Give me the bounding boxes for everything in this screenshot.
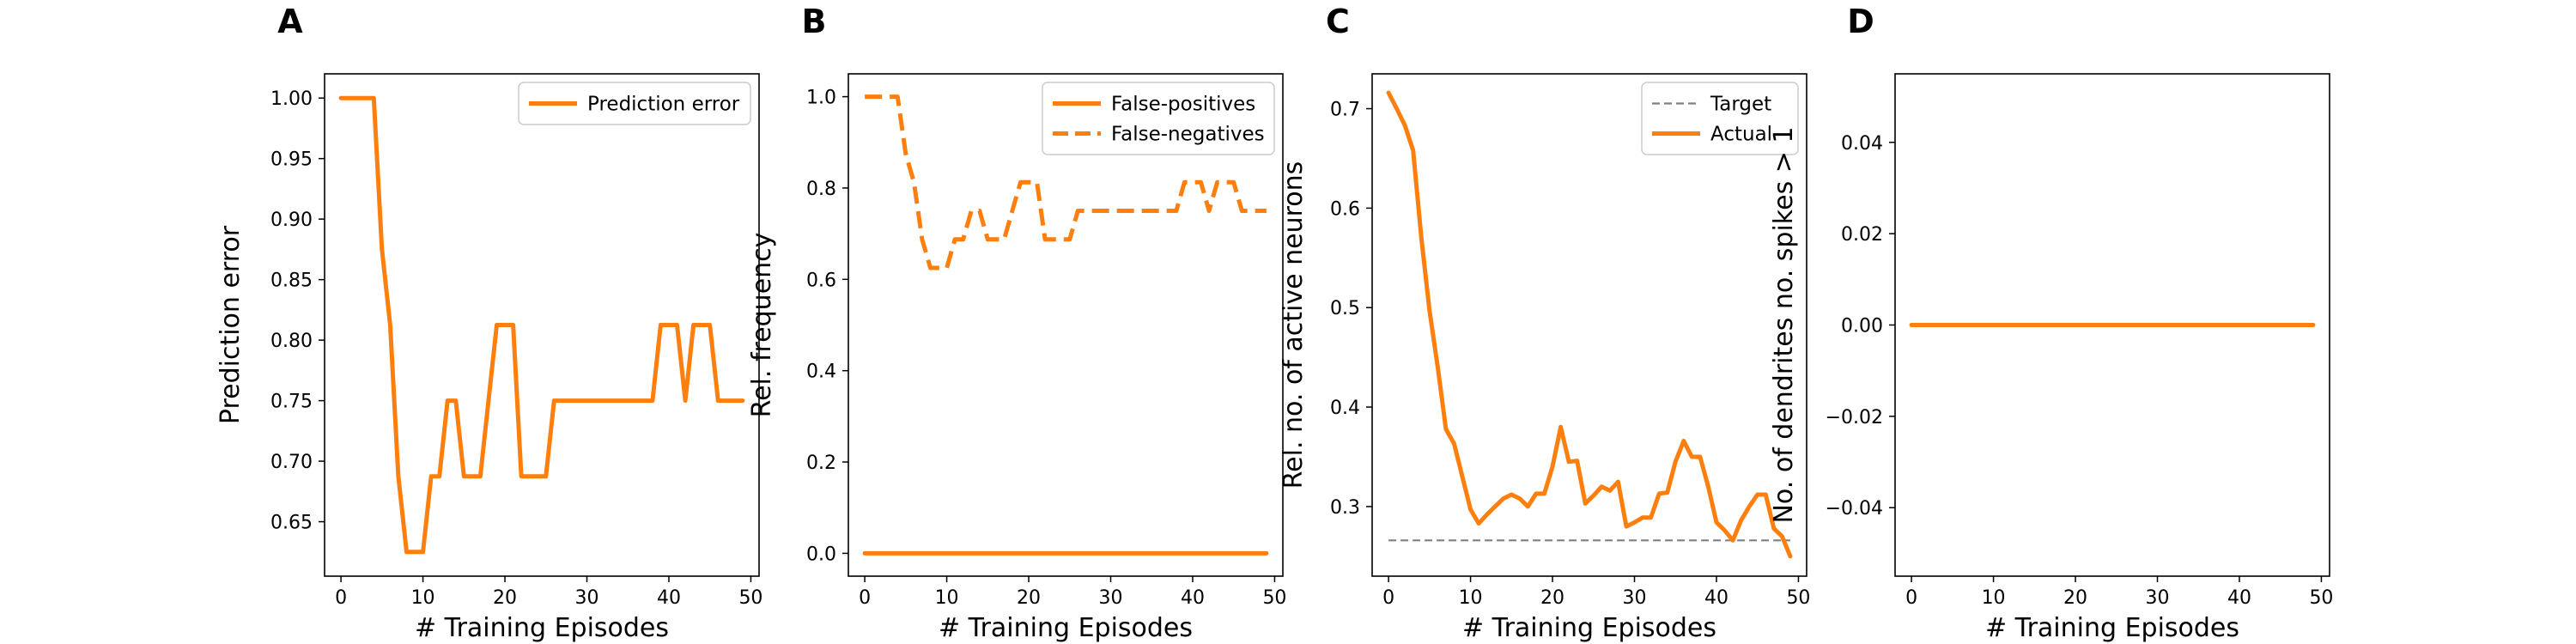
- y-tick-label: −0.04: [1826, 498, 1883, 519]
- x-tick-label: 40: [2227, 587, 2251, 609]
- y-axis-label: Rel. no. of active neurons: [1279, 161, 1309, 489]
- legend-label: False-positives: [1111, 94, 1255, 116]
- y-tick-label: 1.00: [270, 88, 313, 110]
- y-tick-label: 0.4: [806, 361, 836, 383]
- x-tick-label: 30: [2146, 587, 2170, 609]
- legend: False-positives False-negatives: [1042, 82, 1275, 155]
- y-tick-label: 0.5: [1330, 298, 1360, 319]
- legend: Target Actual: [1641, 82, 1799, 155]
- x-tick-label: 30: [1099, 587, 1123, 609]
- legend-label: Actual: [1710, 124, 1772, 146]
- x-axis-label: # Training Episodes: [415, 613, 669, 643]
- y-tick-label: 0.90: [270, 210, 313, 231]
- y-tick-label: 0.02: [1841, 224, 1883, 246]
- x-tick-label: 40: [1181, 587, 1205, 609]
- y-tick-label: −0.02: [1826, 407, 1883, 428]
- legend: Prediction error: [518, 82, 751, 125]
- x-axis-label: # Training Episodes: [939, 613, 1193, 643]
- axes-frame: [848, 73, 1284, 577]
- x-tick-label: 50: [738, 587, 762, 609]
- x-tick-label: 20: [493, 587, 517, 609]
- x-tick-label: 20: [1540, 587, 1564, 609]
- chart-panel-d: D 0 10 20 30 40 50 −0.04 −0.02 0.00 0.02 0.04 # Trai…: [1769, 3, 2333, 643]
- x-tick-label: 50: [2309, 587, 2333, 609]
- y-tick-label: 0.00: [1841, 316, 1883, 337]
- y-tick-label: 0.7: [1330, 100, 1360, 121]
- x-tick-label: 10: [1982, 587, 2006, 609]
- x-tick-label: 30: [575, 587, 599, 609]
- y-axis-label: Prediction error: [216, 225, 246, 424]
- y-tick-label: 0.65: [270, 513, 313, 534]
- panel-letter: B: [802, 3, 827, 40]
- series-line-actual: [1386, 90, 1793, 559]
- y-tick-label: 0.85: [270, 270, 313, 292]
- x-tick-label: 10: [411, 587, 435, 609]
- legend-box: [1042, 82, 1275, 155]
- axes-frame: [1371, 73, 1807, 577]
- y-tick-label: 0.4: [1330, 398, 1360, 419]
- x-axis-label: # Training Episodes: [1985, 613, 2239, 643]
- x-tick-label: 40: [657, 587, 681, 609]
- y-tick-label: 0.0: [806, 544, 836, 565]
- legend-label: Target: [1710, 94, 1771, 116]
- y-tick-label: 1.0: [806, 88, 836, 109]
- x-axis-label: # Training Episodes: [1462, 613, 1716, 643]
- y-tick-label: 0.75: [270, 392, 313, 413]
- x-tick-label: 10: [1459, 587, 1483, 609]
- y-tick-label: 0.95: [270, 149, 313, 171]
- y-tick-label: 0.6: [806, 270, 836, 291]
- series-line-prediction-error: [338, 95, 745, 555]
- x-tick-label: 0: [1905, 587, 1917, 609]
- panel-letter: D: [1847, 3, 1874, 40]
- legend-box: [518, 82, 751, 125]
- legend-label: False-negatives: [1111, 124, 1265, 146]
- x-tick-label: 0: [1382, 587, 1394, 609]
- x-tick-label: 50: [1262, 587, 1286, 609]
- y-tick-label: 0.8: [806, 179, 836, 200]
- x-tick-label: 10: [935, 587, 959, 609]
- y-tick-label: 0.3: [1330, 497, 1360, 519]
- y-tick-label: 0.70: [270, 452, 313, 473]
- x-tick-label: 20: [2063, 587, 2087, 609]
- legend-box: [1641, 82, 1799, 155]
- panel-letter: C: [1326, 3, 1350, 40]
- chart-panel-c: C 0 10 20 30 40 50 0.3 0.4 0.5 0.6 0.7 # Training Ep…: [1279, 3, 1810, 643]
- x-tick-label: 30: [1623, 587, 1647, 609]
- y-axis-label: No. of dendrites no. spikes > 1: [1769, 126, 1799, 523]
- series-line-false-negatives: [865, 94, 1267, 270]
- x-tick-label: 0: [859, 587, 871, 609]
- x-tick-label: 0: [335, 587, 347, 609]
- y-tick-label: 0.80: [270, 331, 313, 352]
- x-tick-label: 40: [1704, 587, 1728, 609]
- legend-label: Prediction error: [587, 94, 740, 116]
- x-tick-label: 20: [1017, 587, 1041, 609]
- panel-letter: A: [277, 3, 303, 40]
- axes-frame: [324, 73, 760, 577]
- x-tick-label: 50: [1786, 587, 1810, 609]
- chart-panel-b: B 0 10 20 30 40 50 0.0 0.2 0.4 0.6 0.8 1.0 # Training…: [747, 3, 1286, 643]
- y-tick-label: 0.04: [1841, 133, 1883, 155]
- y-axis-label: Rel. frequency: [747, 233, 777, 418]
- chart-panel-a: A 0 10 20 30 40 50 0.65 0.70 0.75 0.80 0.85 0.90 0.95…: [216, 3, 762, 643]
- y-tick-label: 0.2: [806, 453, 836, 474]
- y-tick-label: 0.6: [1330, 198, 1360, 220]
